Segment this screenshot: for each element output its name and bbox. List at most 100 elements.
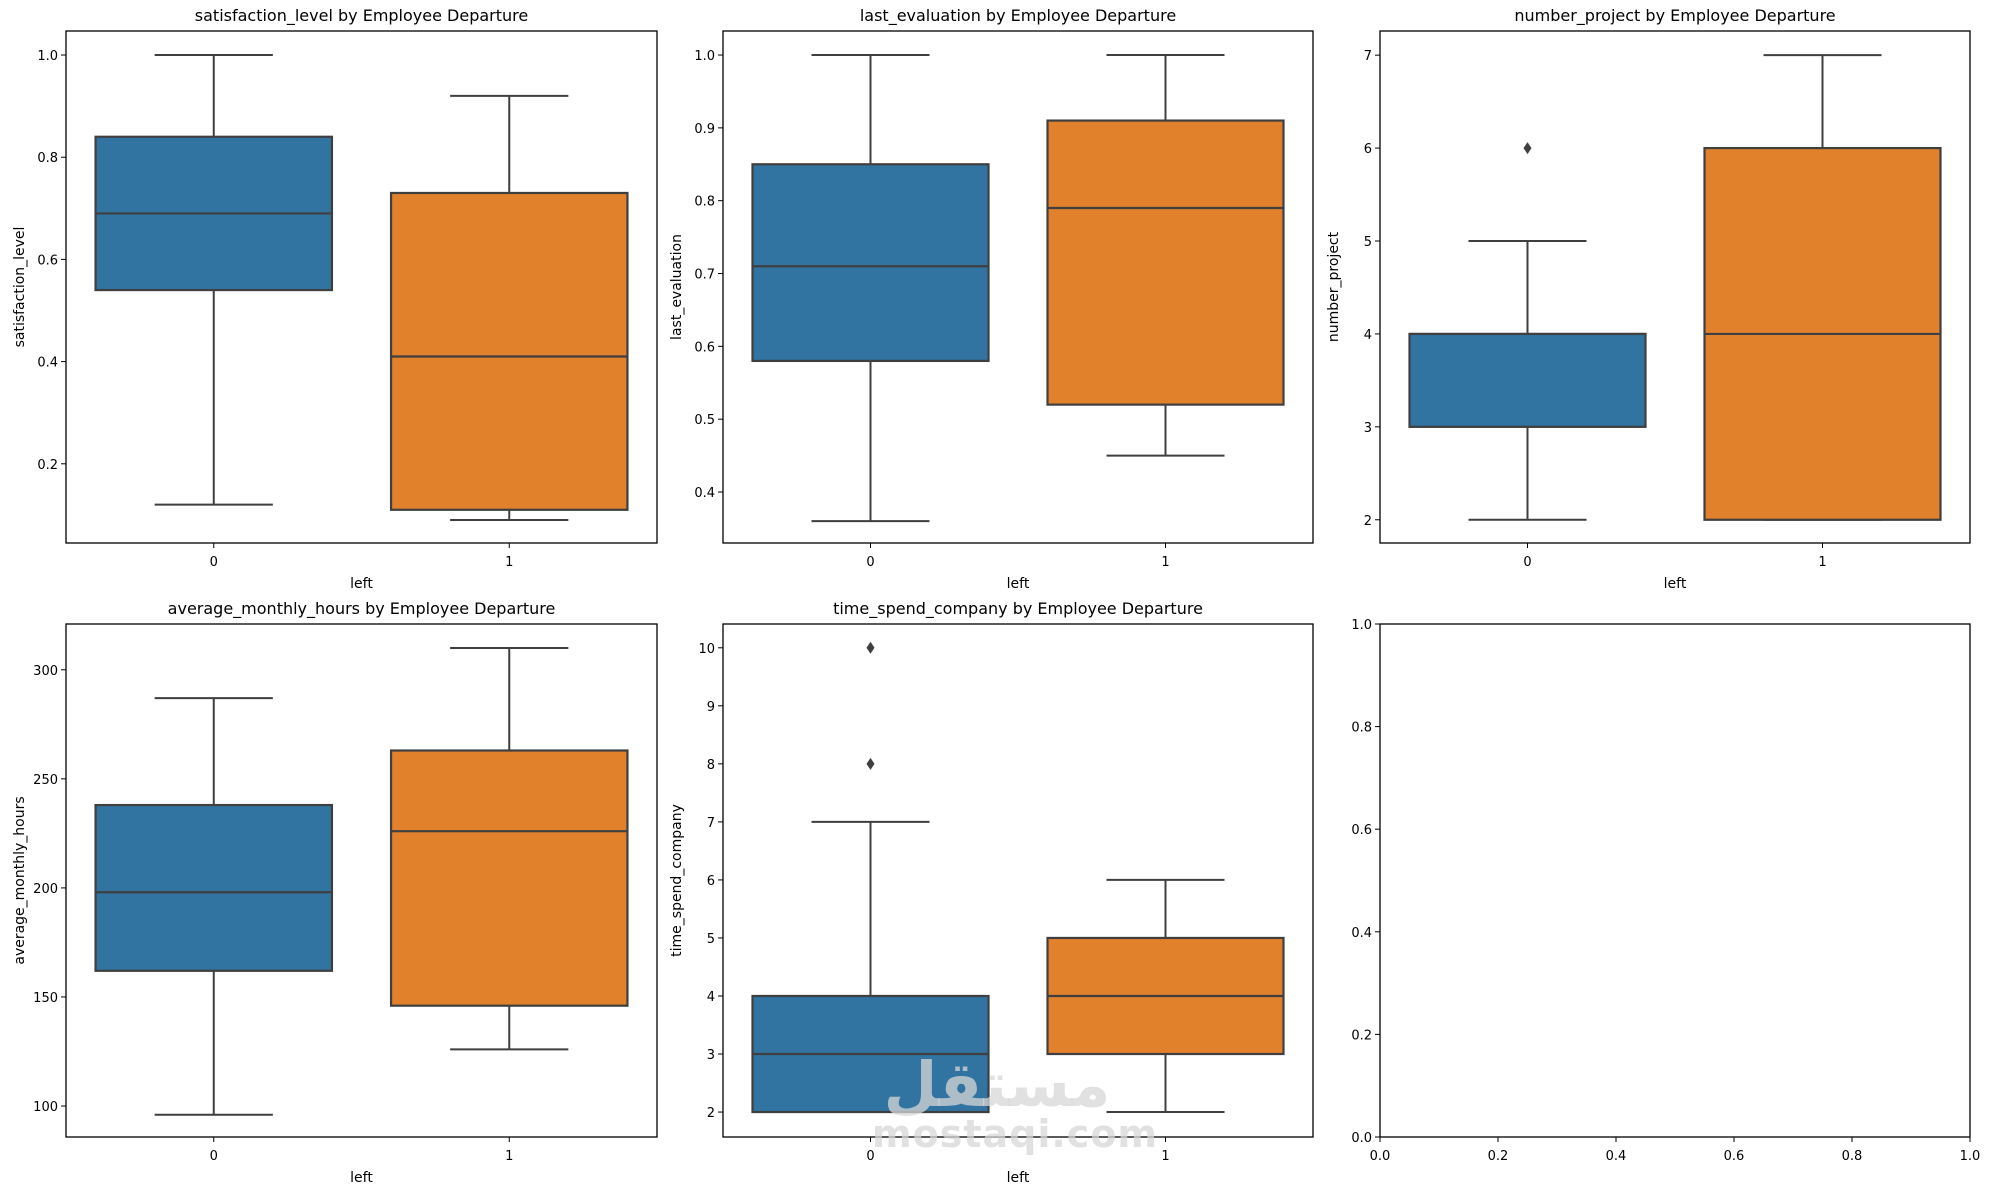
subplot-5: 2 3 4 5 6 7 8 9 10 0 1 left time_spend_company time_s… [669, 599, 1314, 1186]
y-tick-label: 0.4 [694, 486, 715, 501]
y-tick-label: 0.4 [37, 356, 58, 371]
y-tick-label: 9 [707, 700, 715, 715]
box [1408, 332, 1647, 428]
y-tick-label: 0.8 [1351, 721, 1372, 736]
y-tick-label: 2 [1364, 514, 1372, 529]
subplot-2: 0.4 0.5 0.6 0.7 0.8 0.9 1.0 0 1 left last_evaluati… [669, 6, 1314, 592]
y-tick-label: 7 [707, 816, 715, 831]
x-axis-label: left [350, 576, 373, 592]
box-group-0 [94, 697, 334, 1116]
box [1046, 119, 1285, 406]
subplot-6: 0.0 0.2 0.4 0.6 0.8 1.0 0.0 0.2 0.4 0.6 0.8 1.0 [1351, 618, 1980, 1164]
y-tick-label: 0.2 [1351, 1028, 1372, 1043]
x-tick-label: 1 [1818, 555, 1826, 570]
x-tick-label: 0 [1523, 555, 1531, 570]
axes-frame [1379, 30, 1971, 544]
y-tick-label: 0.6 [37, 253, 58, 268]
plot-title: number_project by Employee Departure [1514, 6, 1835, 26]
y-tick-label: 150 [33, 991, 58, 1006]
y-tick-label: 2 [707, 1106, 715, 1121]
y-tick-label: 6 [1364, 142, 1372, 157]
x-tick-label: 1 [505, 1149, 513, 1164]
y-axis-label: number_project [1326, 231, 1342, 342]
y-tick-label: 4 [1364, 328, 1372, 343]
y-axis-label: time_spend_company [669, 804, 685, 957]
y-tick-label: 0.8 [694, 195, 715, 210]
box [389, 749, 629, 1007]
x-tick-label: 0.2 [1488, 1149, 1509, 1164]
y-tick-label: 250 [33, 773, 58, 788]
outlier-point [866, 641, 875, 654]
y-tick-label: 5 [1364, 235, 1372, 250]
axes-frame [65, 30, 658, 544]
y-tick-label: 0.5 [694, 413, 715, 428]
y-axis-label: last_evaluation [669, 234, 685, 340]
x-tick-label: 0.8 [1842, 1149, 1863, 1164]
box-group-0 [751, 54, 990, 523]
x-tick-label: 0 [866, 1149, 874, 1164]
y-tick-label: 100 [33, 1100, 58, 1115]
plot-title: last_evaluation by Employee Departure [860, 6, 1176, 26]
outlier-point [1523, 142, 1532, 155]
x-tick-label: 1 [1161, 1149, 1169, 1164]
box-group-0 [94, 54, 334, 506]
plot-title: average_monthly_hours by Employee Depart… [168, 599, 556, 619]
axes-frame [1379, 623, 1971, 1138]
y-tick-label: 4 [707, 990, 715, 1005]
axes-frame [65, 623, 658, 1138]
axes-frame [722, 30, 1314, 544]
x-axis-label: left [1007, 1170, 1030, 1186]
axes-frame [722, 623, 1314, 1138]
y-tick-label: 1.0 [37, 49, 58, 64]
box-group-1 [1046, 54, 1285, 457]
y-tick-label: 0.4 [1351, 926, 1372, 941]
y-tick-label: 3 [1364, 421, 1372, 436]
y-tick-label: 300 [33, 664, 58, 679]
box [389, 191, 629, 511]
y-tick-label: 10 [698, 642, 715, 657]
box-group-0 [1408, 142, 1647, 521]
x-axis-label: left [1007, 576, 1030, 592]
subplot-3: 2 3 4 5 6 7 0 1 left number_project number_project… [1326, 6, 1971, 592]
box [94, 803, 334, 972]
y-tick-label: 0.8 [37, 151, 58, 166]
y-tick-label: 0.6 [694, 340, 715, 355]
y-tick-label: 7 [1364, 49, 1372, 64]
box-group-1 [1703, 54, 1942, 521]
y-tick-label: 6 [707, 874, 715, 889]
box-group-1 [1046, 878, 1285, 1114]
y-tick-label: 200 [33, 882, 58, 897]
y-tick-label: 1.0 [694, 49, 715, 64]
y-tick-label: 0.7 [694, 268, 715, 283]
outlier-point [866, 757, 875, 770]
y-tick-label: 1.0 [1351, 618, 1372, 633]
x-tick-label: 0 [866, 555, 874, 570]
y-tick-label: 5 [707, 932, 715, 947]
y-axis-label: average_monthly_hours [12, 796, 28, 964]
box-group-1 [389, 94, 629, 522]
x-tick-label: 1 [1161, 555, 1169, 570]
box-group-1 [389, 646, 629, 1051]
x-tick-label: 0.6 [1724, 1149, 1745, 1164]
y-tick-label: 3 [707, 1048, 715, 1063]
x-tick-label: 1 [505, 555, 513, 570]
x-tick-label: 0.4 [1606, 1149, 1627, 1164]
box [751, 163, 990, 363]
box-group-0 [751, 641, 990, 1114]
subplot-1: 0.2 0.4 0.6 0.8 1.0 0 1 left satisfaction_level s… [12, 6, 658, 592]
x-tick-label: 0.0 [1370, 1149, 1391, 1164]
y-tick-label: 0.9 [694, 122, 715, 137]
x-tick-label: 0 [210, 1149, 218, 1164]
x-tick-label: 0 [210, 555, 218, 570]
y-tick-label: 8 [707, 758, 715, 773]
x-axis-label: left [1664, 576, 1687, 592]
x-tick-label: 1.0 [1960, 1149, 1981, 1164]
y-tick-label: 0.0 [1351, 1131, 1372, 1146]
y-axis-label: satisfaction_level [12, 227, 28, 348]
plot-title: time_spend_company by Employee Departure [833, 599, 1203, 619]
y-tick-label: 0.2 [37, 458, 58, 473]
y-tick-label: 0.6 [1351, 823, 1372, 838]
x-axis-label: left [350, 1170, 373, 1186]
subplot-4: 100 150 200 250 300 0 1 left average_monthly_hou… [12, 599, 658, 1186]
